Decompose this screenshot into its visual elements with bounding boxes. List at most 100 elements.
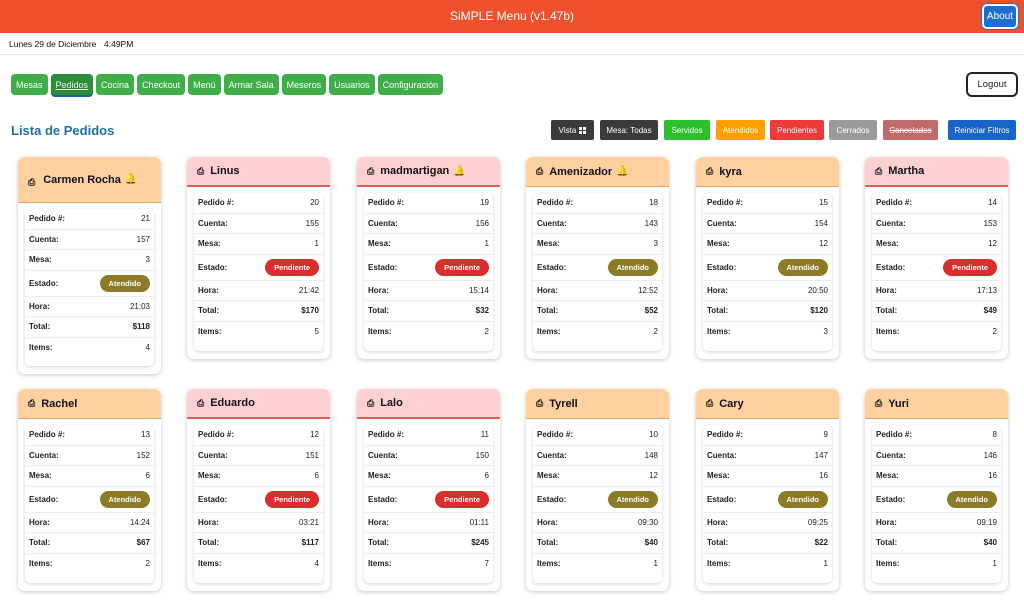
- detail-value-mesa: 12: [819, 239, 828, 249]
- printer-icon[interactable]: ⎙: [875, 398, 883, 408]
- about-button[interactable]: About: [982, 4, 1018, 29]
- detail-label-cuenta: Cuenta:: [198, 218, 228, 228]
- status-badge[interactable]: Pendiente: [435, 258, 489, 276]
- detail-label-mesa: Mesa:: [368, 239, 391, 249]
- order-card[interactable]: ⎙ Martha Pedido #: 14 Cuenta: 153 Mesa: 12 Estad…: [865, 157, 1008, 359]
- printer-icon[interactable]: ⎙: [536, 166, 544, 176]
- printer-icon[interactable]: ⎙: [28, 177, 36, 187]
- order-card[interactable]: ⎙ Amenizador 🔔 Pedido #: 18 Cuenta: 143 Mesa: 3 E…: [526, 157, 669, 359]
- detail-label-estado: Estado:: [537, 262, 567, 272]
- order-card[interactable]: ⎙ Eduardo Pedido #: 12 Cuenta: 151 Mesa: 6 Estad…: [187, 389, 330, 591]
- detail-label-hora: Hora:: [537, 285, 558, 295]
- order-details: Pedido #: 9 Cuenta: 147 Mesa: 16 Estado: Atendi…: [703, 425, 832, 583]
- detail-value-mesa: 12: [649, 471, 658, 481]
- detail-label-total: Total:: [876, 306, 898, 316]
- detail-value-mesa: 6: [145, 471, 150, 481]
- reset-filters-button[interactable]: Reiniciar Filtros: [948, 120, 1016, 140]
- nav-menu[interactable]: Menú: [188, 74, 221, 95]
- order-card[interactable]: ⎙ Yuri Pedido #: 8 Cuenta: 146 Mesa: 16 Estado: A…: [865, 389, 1008, 591]
- detail-label-total: Total:: [876, 538, 898, 548]
- detail-value-hora: 09:19: [976, 517, 997, 527]
- detail-value-total: $40: [983, 538, 997, 548]
- printer-icon[interactable]: ⎙: [706, 166, 714, 176]
- status-badge[interactable]: Atendido: [99, 274, 150, 292]
- printer-icon[interactable]: ⎙: [536, 398, 544, 408]
- status-badge[interactable]: Atendido: [777, 258, 828, 276]
- nav-mesas[interactable]: Mesas: [11, 74, 48, 95]
- detail-row-items: Items: 4: [25, 338, 154, 359]
- nav-checkout[interactable]: Checkout: [137, 74, 186, 95]
- detail-label-pedido: Pedido #:: [876, 430, 913, 440]
- filter-mesa-button[interactable]: Mesa: Todas: [600, 120, 658, 140]
- detail-row-total: Total: $52: [533, 301, 662, 322]
- status-badge[interactable]: Atendido: [99, 490, 150, 508]
- order-customer-name: Rachel: [41, 397, 78, 410]
- detail-value-items: 3: [823, 327, 828, 337]
- detail-label-estado: Estado:: [876, 494, 906, 504]
- status-badge[interactable]: Pendiente: [943, 258, 997, 276]
- status-badge[interactable]: Atendido: [946, 490, 997, 508]
- filter-cerrados-button[interactable]: Cerrados: [829, 120, 877, 140]
- order-details: Pedido #: 21 Cuenta: 157 Mesa: 3 Estado: Atendi…: [25, 209, 154, 366]
- detail-row-mesa: Mesa: 3: [25, 250, 154, 271]
- order-card[interactable]: ⎙ Carmen Rocha 🔔 Pedido #: 21 Cuenta: 157 Mesa:…: [18, 157, 161, 374]
- order-card-header: ⎙ Martha: [865, 157, 1008, 187]
- order-card[interactable]: ⎙ Rachel Pedido #: 13 Cuenta: 152 Mesa: 6 Estado…: [18, 389, 161, 591]
- printer-icon[interactable]: ⎙: [706, 398, 714, 408]
- logout-button[interactable]: Logout: [966, 72, 1018, 97]
- order-card[interactable]: ⎙ Linus Pedido #: 20 Cuenta: 155 Mesa: 1 Estado:…: [187, 157, 330, 359]
- detail-label-items: Items:: [707, 559, 731, 569]
- order-card[interactable]: ⎙ kyra Pedido #: 15 Cuenta: 154 Mesa: 12 Estado:…: [696, 157, 839, 359]
- status-badge[interactable]: Pendiente: [435, 490, 489, 508]
- nav-armar-sala[interactable]: Armar Sala: [223, 74, 279, 95]
- detail-label-hora: Hora:: [876, 517, 897, 527]
- detail-label-pedido: Pedido #:: [707, 198, 744, 208]
- detail-value-total: $170: [301, 306, 319, 316]
- detail-value-items: 1: [992, 559, 997, 569]
- filter-atendidos-button[interactable]: Atendidos: [716, 120, 765, 140]
- status-badge[interactable]: Pendiente: [265, 258, 319, 276]
- current-time: 4:49PM: [104, 39, 134, 49]
- printer-icon[interactable]: ⎙: [875, 165, 883, 176]
- detail-row-cuenta: Cuenta: 152: [25, 446, 154, 466]
- order-card[interactable]: ⎙ Tyrell Pedido #: 10 Cuenta: 148 Mesa: 12 Estad…: [526, 389, 669, 591]
- printer-icon[interactable]: ⎙: [197, 165, 205, 176]
- nav-pedidos[interactable]: Pedidos: [50, 74, 94, 95]
- order-customer-name: kyra: [719, 165, 742, 178]
- order-card-header: ⎙ madmartigan 🔔: [357, 157, 500, 187]
- detail-row-hora: Hora: 21:03: [25, 297, 154, 317]
- nav-usuarios[interactable]: Usuarios: [329, 74, 375, 95]
- detail-row-pedido: Pedido #: 21: [25, 209, 154, 230]
- printer-icon[interactable]: ⎙: [367, 397, 375, 408]
- detail-row-total: Total: $118: [25, 317, 154, 338]
- nav-cocina[interactable]: Cocina: [96, 74, 135, 95]
- status-badge[interactable]: Atendido: [607, 258, 658, 276]
- status-badge[interactable]: Atendido: [777, 490, 828, 508]
- order-card[interactable]: ⎙ Cary Pedido #: 9 Cuenta: 147 Mesa: 16 Estado: A…: [696, 389, 839, 591]
- filter-cancelados-button[interactable]: Cancelados: [883, 120, 938, 140]
- nav-configuracion[interactable]: Configuración: [377, 74, 444, 95]
- nav-meseros[interactable]: Meseros: [281, 74, 327, 95]
- detail-value-mesa: 1: [484, 239, 489, 249]
- detail-row-pedido: Pedido #: 15: [703, 193, 832, 214]
- order-details: Pedido #: 19 Cuenta: 156 Mesa: 1 Estado: Pendie…: [364, 193, 493, 351]
- detail-label-total: Total:: [707, 538, 729, 548]
- filter-vista-button[interactable]: Vista: [551, 120, 594, 140]
- filter-pendientes-button[interactable]: Pendientes: [770, 120, 824, 140]
- detail-row-estado: Estado: Atendido: [533, 255, 662, 281]
- printer-icon[interactable]: ⎙: [197, 397, 205, 408]
- order-card[interactable]: ⎙ madmartigan 🔔 Pedido #: 19 Cuenta: 156 Mesa: 1…: [357, 157, 500, 359]
- order-card-header: ⎙ Lalo: [357, 389, 500, 419]
- printer-icon[interactable]: ⎙: [367, 165, 375, 176]
- status-badge[interactable]: Pendiente: [265, 490, 319, 508]
- detail-label-estado: Estado:: [876, 262, 906, 272]
- filter-servidos-button[interactable]: Servidos: [664, 120, 710, 140]
- detail-label-estado: Estado:: [368, 494, 398, 504]
- detail-row-cuenta: Cuenta: 147: [703, 446, 832, 466]
- printer-icon[interactable]: ⎙: [28, 398, 36, 408]
- detail-label-hora: Hora:: [198, 285, 219, 295]
- detail-row-total: Total: $170: [194, 301, 323, 322]
- order-card[interactable]: ⎙ Lalo Pedido #: 11 Cuenta: 150 Mesa: 6 Estado: P…: [357, 389, 500, 591]
- detail-row-hora: Hora: 15:14: [364, 281, 493, 301]
- status-badge[interactable]: Atendido: [607, 490, 658, 508]
